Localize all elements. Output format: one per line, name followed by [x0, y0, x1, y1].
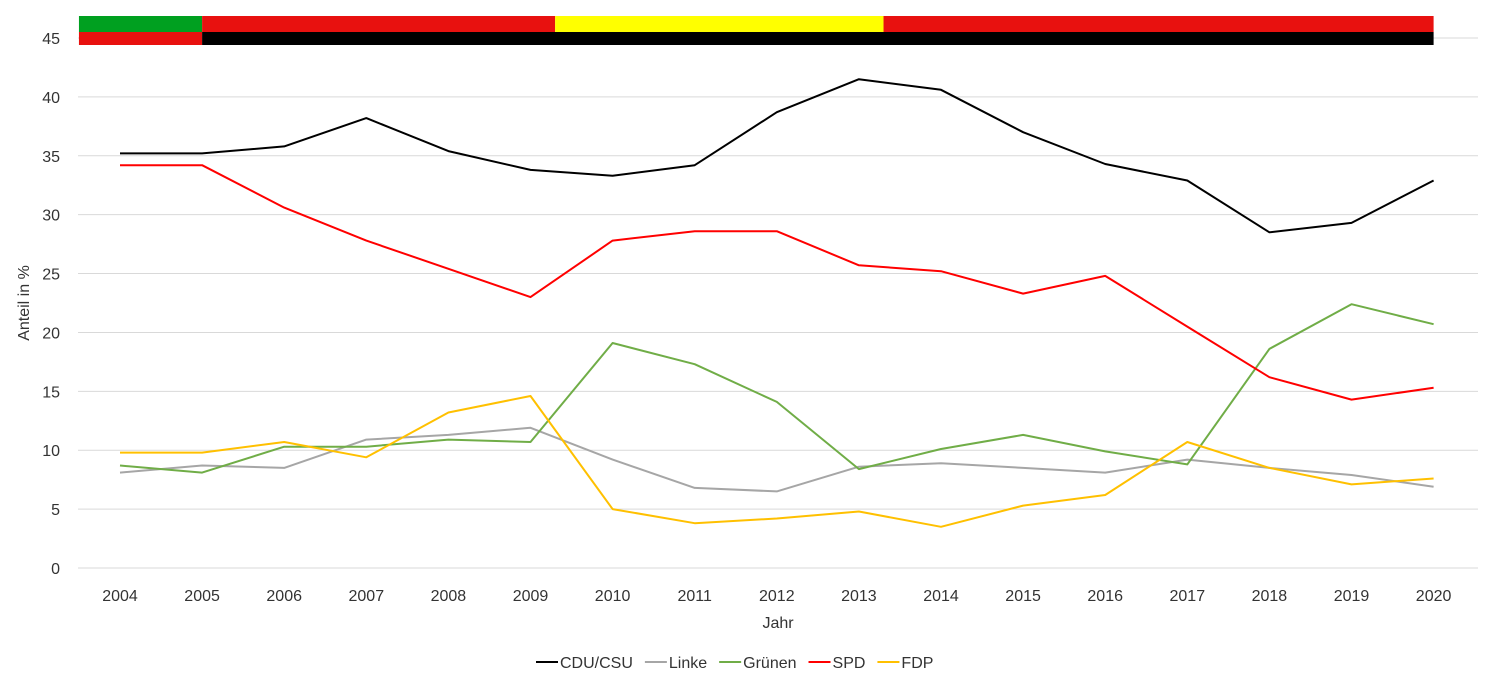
government-band-segment — [555, 16, 884, 32]
y-tick-label: 30 — [42, 208, 60, 225]
x-tick-label: 2012 — [759, 588, 795, 605]
legend-label: CDU/CSU — [560, 655, 633, 672]
x-tick-label: 2019 — [1334, 588, 1370, 605]
y-tick-label: 0 — [51, 561, 60, 578]
series-line-cdu-csu — [120, 78, 1435, 234]
government-band-segment — [883, 16, 1434, 32]
y-tick-label: 40 — [42, 90, 60, 107]
y-tick-label: 25 — [42, 267, 60, 284]
x-tick-label: 2007 — [349, 588, 385, 605]
legend-label: Linke — [669, 655, 707, 672]
y-tick-label: 5 — [51, 502, 60, 519]
government-band-segment — [78, 32, 203, 45]
x-tick-label: 2015 — [1005, 588, 1041, 605]
y-tick-label: 35 — [42, 149, 60, 166]
x-tick-label: 2013 — [841, 588, 877, 605]
x-tick-label: 2009 — [513, 588, 549, 605]
series-line-grünen — [119, 303, 1434, 474]
y-tick-label: 10 — [42, 443, 60, 460]
x-tick-label: 2017 — [1170, 588, 1206, 605]
government-band-segment — [202, 32, 1434, 45]
legend-label: SPD — [833, 655, 866, 672]
series-line-spd — [120, 164, 1434, 401]
x-tick-label: 2020 — [1416, 588, 1452, 605]
y-tick-label: 15 — [42, 384, 60, 401]
legend-label: FDP — [901, 655, 933, 672]
x-tick-label: 2016 — [1087, 588, 1123, 605]
government-bands — [78, 16, 1434, 45]
government-band-segment — [202, 16, 556, 32]
x-tick-label: 2018 — [1252, 588, 1288, 605]
series-line-fdp — [120, 395, 1434, 528]
legend-label: Grünen — [743, 655, 796, 672]
government-band-segment — [78, 16, 203, 32]
y-tick-label: 20 — [42, 325, 60, 342]
y-tick-label: 45 — [42, 31, 60, 48]
x-tick-label: 2010 — [595, 588, 631, 605]
x-tick-label: 2005 — [184, 588, 220, 605]
series-lines — [119, 78, 1435, 528]
y-axis-title: Anteil in % — [16, 265, 33, 341]
gridlines — [78, 37, 1478, 569]
x-tick-label: 2006 — [266, 588, 302, 605]
x-tick-label: 2011 — [677, 588, 712, 605]
x-tick-labels: 2004 2005 2006 2007 2008 2009 2010 2011 2012 2013… — [102, 588, 1451, 605]
x-tick-label: 2004 — [102, 588, 138, 605]
legend: CDU/CSU Linke Grünen SPD FDP — [536, 655, 933, 672]
y-tick-labels: 0 5 10 15 20 25 30 35 40 45 — [42, 31, 60, 578]
x-tick-label: 2014 — [923, 588, 959, 605]
x-axis-title: Jahr — [762, 615, 794, 632]
x-tick-label: 2008 — [431, 588, 467, 605]
series-line-linke — [119, 426, 1434, 493]
